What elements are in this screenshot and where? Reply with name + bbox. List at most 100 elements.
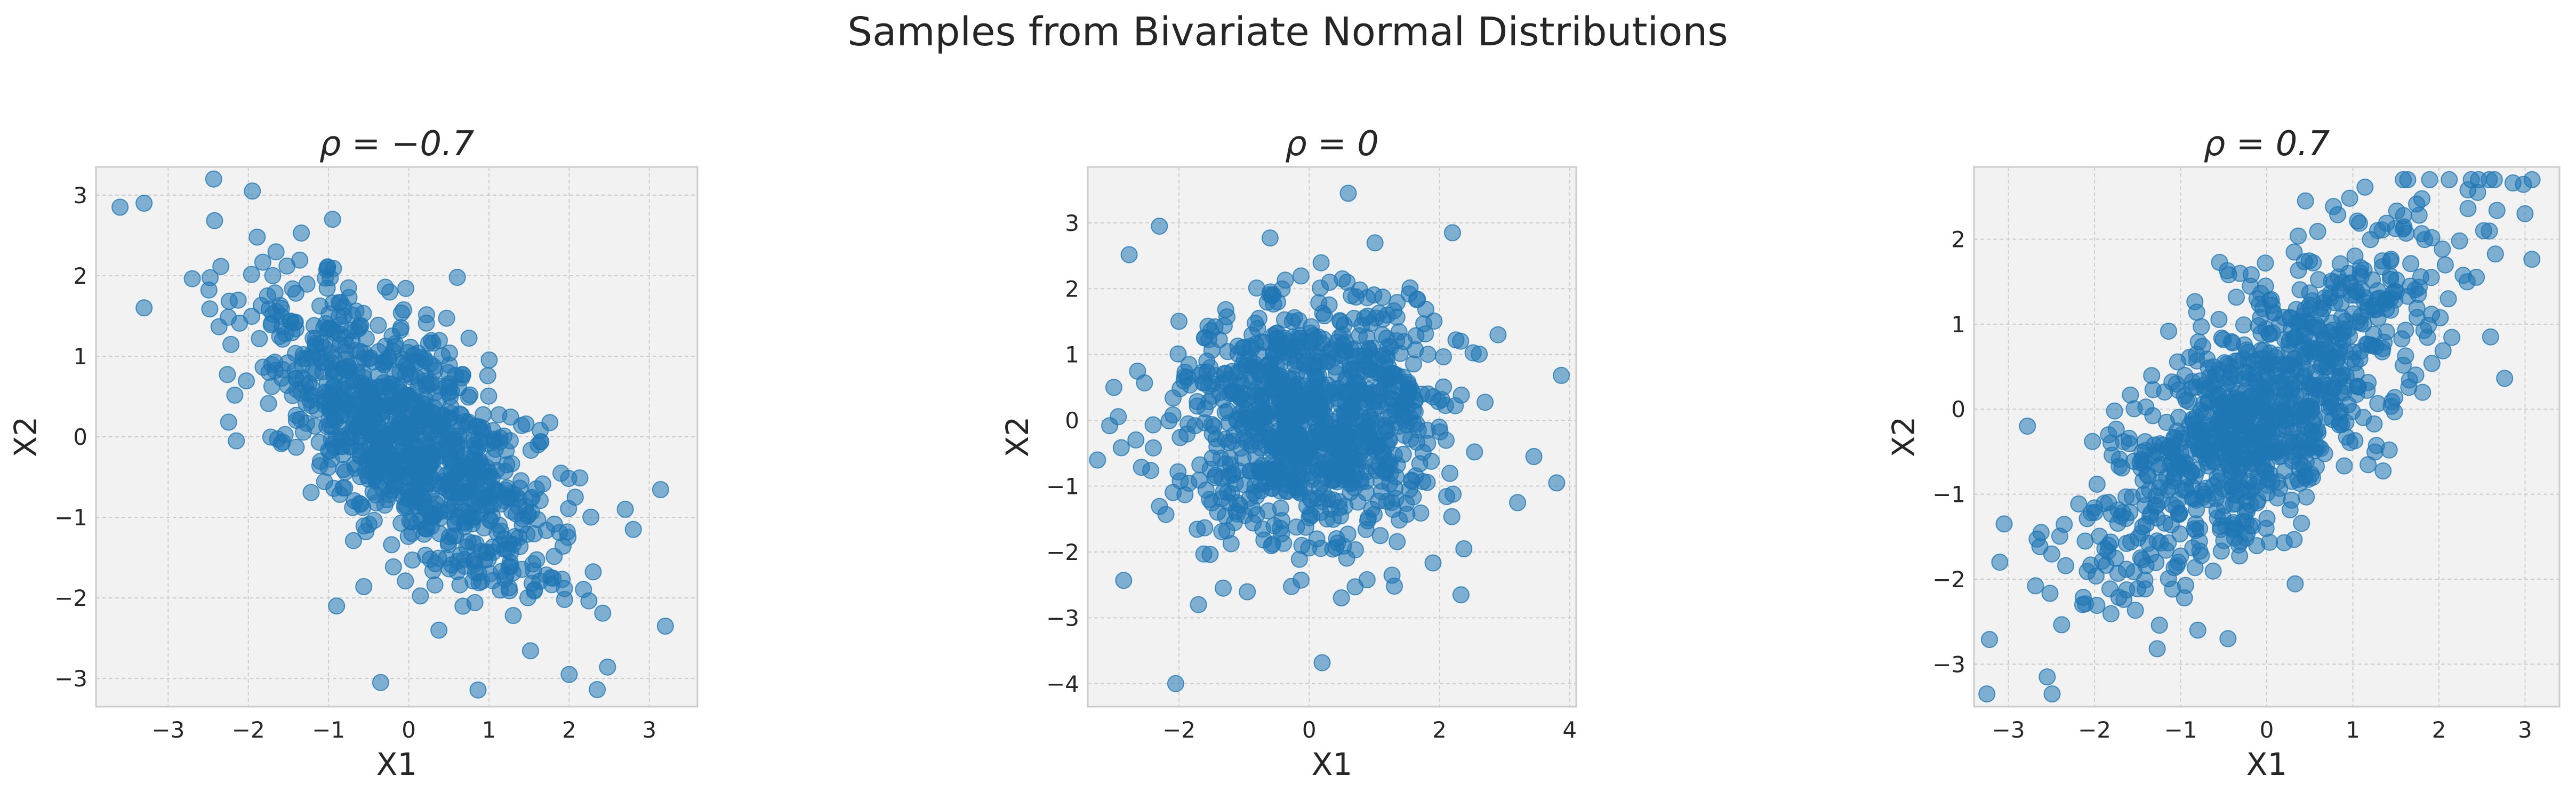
data-point [2293,515,2310,532]
data-point [2244,440,2262,458]
data-point [560,666,578,683]
data-point [347,342,365,359]
data-point [2157,541,2174,559]
data-point [307,338,324,355]
data-point [1239,583,1256,601]
data-point [1248,506,1265,524]
data-point [1267,348,1285,365]
data-point [1332,313,1349,331]
data-point [481,565,499,582]
data-point [492,522,510,540]
data-point [262,316,280,334]
y-tick-label: 3 [1065,210,1079,236]
data-point [206,212,223,229]
data-point [1342,341,1360,358]
data-point [1991,554,2009,571]
data-point [205,170,222,188]
data-point [2041,585,2059,602]
data-point [2205,434,2222,452]
data-point [1414,444,1432,461]
y-tick-label: 1 [1065,342,1079,368]
data-point [2351,350,2369,367]
data-point [1250,309,1267,327]
data-point [347,459,364,477]
data-point [2106,402,2123,420]
data-point [2122,386,2139,404]
data-point [325,367,342,385]
data-point [251,330,268,347]
data-point [460,483,477,500]
data-point [2146,498,2164,515]
data-point [521,642,539,660]
data-point [383,536,400,554]
data-point [1452,586,1470,604]
data-point [1443,224,1461,242]
data-point [2219,262,2236,279]
data-point [2228,289,2245,306]
data-point [1110,408,1127,426]
data-point [497,481,515,499]
data-point [418,520,436,538]
data-point [418,314,435,332]
figure-suptitle: Samples from Bivariate Normal Distributi… [847,9,1728,55]
data-point [1232,362,1250,379]
data-point [324,435,342,453]
data-point [1476,394,1494,411]
data-point [458,538,476,556]
data-point [298,414,315,432]
data-point [416,367,434,385]
data-point [243,308,260,325]
data-point [1170,313,1187,330]
x-tick-label: 3 [642,717,656,743]
data-point [2486,245,2504,263]
data-point [1283,578,1300,595]
data-point [464,572,482,590]
data-point [2170,409,2187,426]
data-point [244,182,261,200]
data-point [287,370,305,387]
data-point [440,344,458,362]
data-point [2109,564,2126,582]
data-point [2085,499,2103,517]
data-point [2134,518,2152,535]
data-point [2341,189,2358,207]
data-point [376,440,394,458]
data-point [394,431,411,449]
data-point [2309,421,2326,439]
data-point [111,198,129,216]
data-point [398,447,416,464]
data-point [263,378,280,395]
x-tick-label: 0 [1302,717,1317,743]
data-point [1388,308,1406,326]
data-point [274,330,291,348]
data-point [2374,462,2392,479]
data-point [589,681,606,698]
x-tick-label: −1 [2164,717,2197,743]
data-point [2197,404,2215,421]
y-tick-label: 0 [1065,407,1079,434]
data-point [2207,490,2225,507]
y-tick-label: 2 [1951,226,1965,252]
data-point [2341,274,2359,292]
data-point [1215,579,1232,597]
data-point [1548,474,1566,492]
x-tick-label: −1 [312,717,345,743]
data-point [183,270,201,287]
data-point [1224,433,1241,450]
data-point [1199,317,1217,335]
data-point [317,269,334,287]
data-point [284,387,301,404]
data-point [2290,408,2308,426]
data-point [1370,437,1387,454]
data-point [518,525,536,543]
data-point [2269,374,2286,392]
data-point [1313,654,1331,671]
data-point [2213,329,2230,347]
data-point [421,550,439,568]
data-point [480,387,497,405]
data-point [1266,372,1284,389]
y-tick-label: 2 [1065,276,1079,302]
data-point [2287,387,2305,405]
data-point [2219,630,2237,647]
data-point [545,548,563,565]
